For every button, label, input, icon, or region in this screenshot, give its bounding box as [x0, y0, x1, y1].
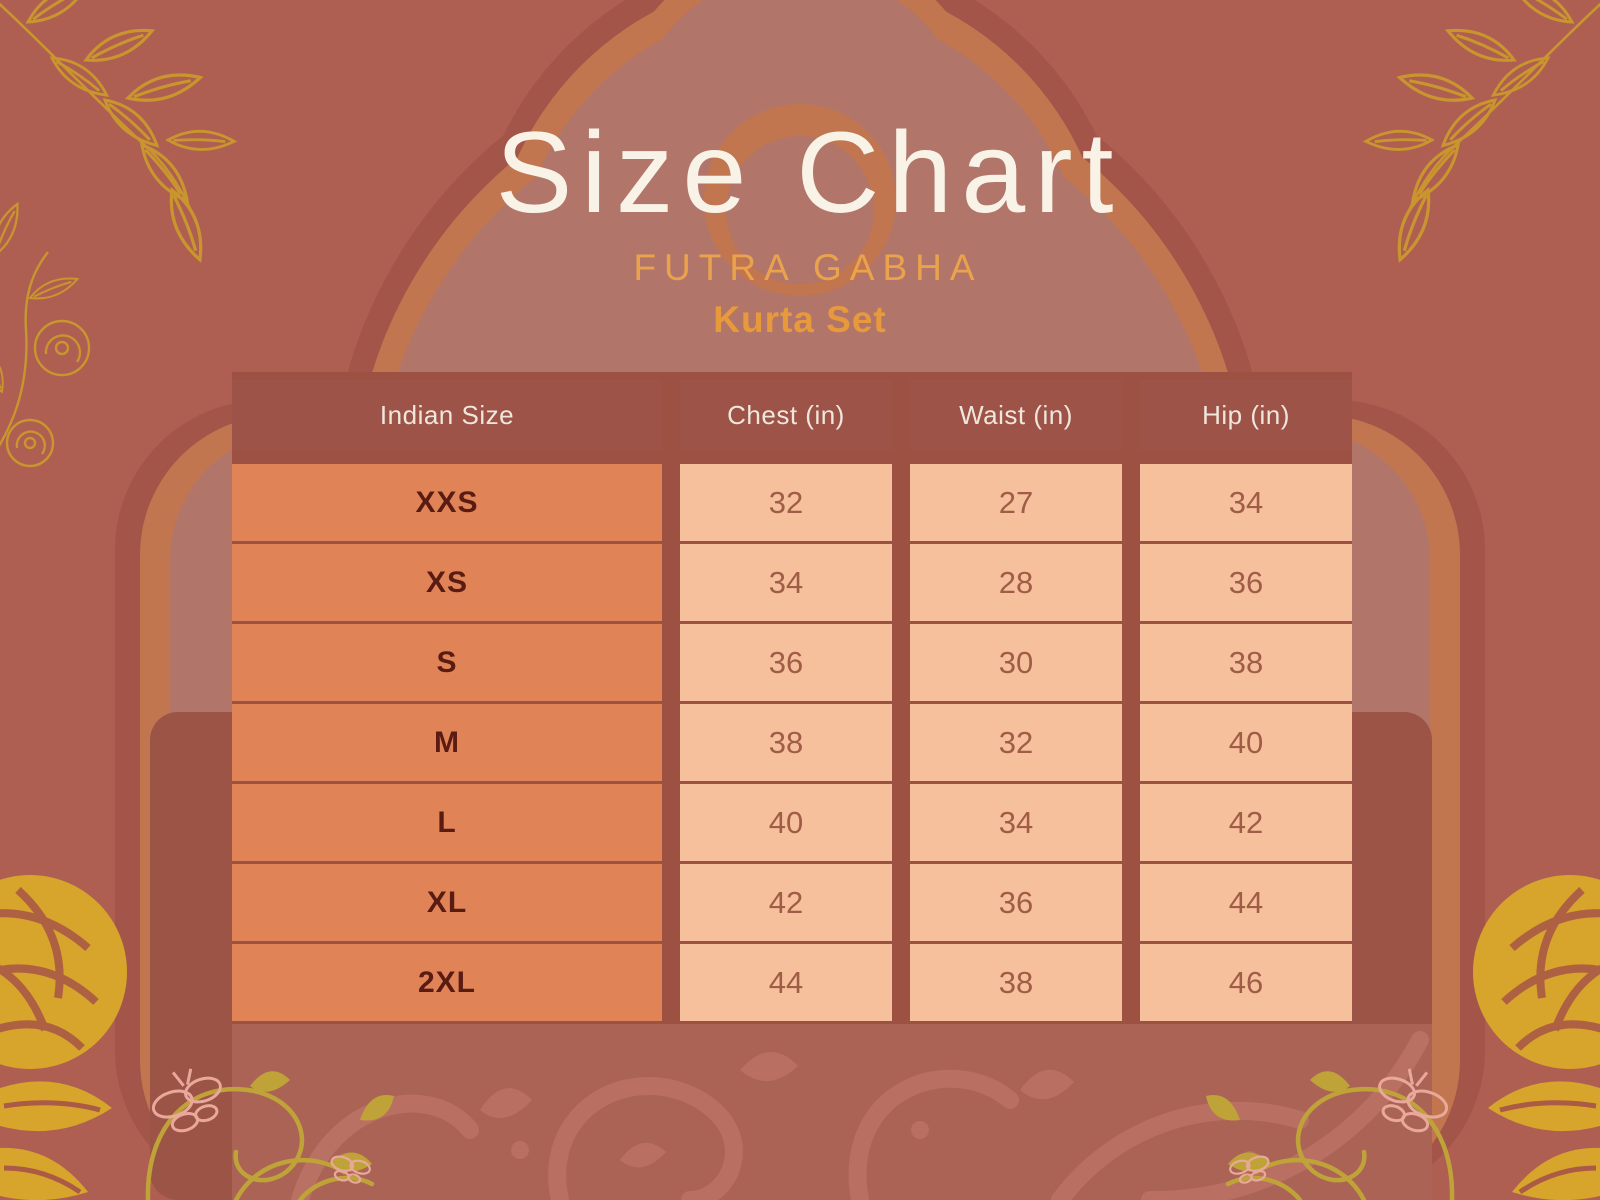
- gold-flower-sprig-left: [0, 199, 91, 468]
- hip-cell: 42: [1140, 784, 1352, 861]
- size-cell: XXS: [232, 464, 662, 541]
- hip-cell: 44: [1140, 864, 1352, 941]
- brand-name: FUTRA GABHA: [633, 247, 983, 288]
- size-cell: XS: [232, 544, 662, 621]
- waist-cell: 32: [910, 704, 1122, 781]
- arch-center-finial: [704, 104, 896, 296]
- table-header: Indian Size Chest (in) Waist (in) Hip (in): [232, 380, 1352, 450]
- chest-cell: 36: [680, 624, 892, 701]
- chest-cell: 42: [680, 864, 892, 941]
- size-cell: 2XL: [232, 944, 662, 1021]
- hip-cell: 40: [1140, 704, 1352, 781]
- chest-cell: 44: [680, 944, 892, 1021]
- hip-cell: 36: [1140, 544, 1352, 621]
- hip-cell: 46: [1140, 944, 1352, 1021]
- column-header-3: Waist (in): [910, 380, 1122, 450]
- size-cell: L: [232, 784, 662, 861]
- product-subtitle: Kurta Set: [713, 299, 887, 340]
- chest-cell: 38: [680, 704, 892, 781]
- page-title: Size Chart: [495, 109, 1123, 237]
- waist-cell: 28: [910, 544, 1122, 621]
- hip-cell: 38: [1140, 624, 1352, 701]
- column-header-4: Hip (in): [1140, 380, 1352, 450]
- chest-cell: 32: [680, 464, 892, 541]
- waist-cell: 27: [910, 464, 1122, 541]
- size-cell: XL: [232, 864, 662, 941]
- table-body: XXS 32 27 34 XS 34 28 36 S 36 30 38 M 38 32 40 L 40 34 42 XL…: [232, 464, 1352, 1021]
- waist-cell: 36: [910, 864, 1122, 941]
- size-cell: S: [232, 624, 662, 701]
- hip-cell: 34: [1140, 464, 1352, 541]
- column-header-2: Chest (in): [680, 380, 892, 450]
- waist-cell: 38: [910, 944, 1122, 1021]
- chest-cell: 34: [680, 544, 892, 621]
- chest-cell: 40: [680, 784, 892, 861]
- size-cell: M: [232, 704, 662, 781]
- waist-cell: 34: [910, 784, 1122, 861]
- column-header-1: Indian Size: [232, 380, 662, 450]
- size-table: Indian Size Chest (in) Waist (in) Hip (in) …: [232, 380, 1352, 1021]
- waist-cell: 30: [910, 624, 1122, 701]
